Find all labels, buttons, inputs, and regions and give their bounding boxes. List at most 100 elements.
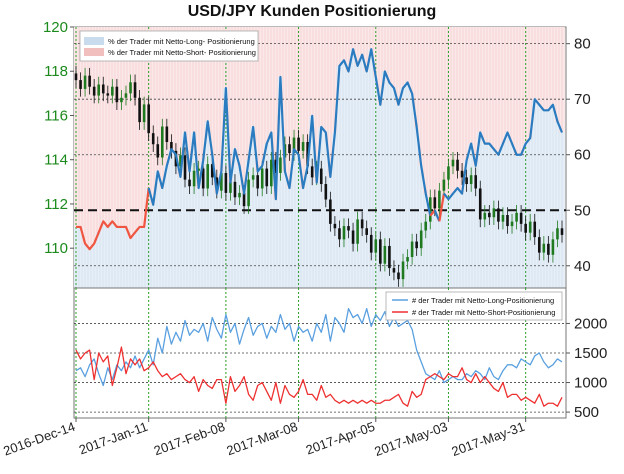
candle-body (478, 188, 482, 220)
candle-body (292, 137, 296, 154)
short-area-segment (395, 27, 402, 105)
candle-body (83, 75, 87, 89)
long-area-segment (164, 165, 170, 288)
short-area-segment (400, 27, 406, 89)
short-area-segment (418, 27, 424, 166)
x-axis-tick-label: 2017-May-31 (450, 419, 527, 459)
short-area-segment (504, 27, 511, 133)
short-area-segment (100, 27, 107, 222)
candle-body (519, 212, 523, 224)
short-area-segment (468, 27, 474, 144)
candle-body (401, 261, 405, 280)
short-area-segment (254, 27, 261, 172)
legend-swatch-short (84, 48, 104, 56)
short-area-segment (159, 27, 166, 189)
short-area-segment (245, 27, 252, 161)
short-area-segment (441, 27, 447, 194)
candle-body (265, 168, 269, 187)
left-axis-tick-label: 118 (44, 63, 68, 80)
candle-body (451, 159, 455, 167)
right-axis-tick-label: 60 (574, 147, 591, 164)
short-area-segment (95, 27, 102, 233)
long-area-segment (441, 193, 447, 288)
short-area-segment (236, 27, 243, 166)
candle-body (79, 80, 82, 89)
long-area-segment (195, 188, 202, 288)
short-area-segment (491, 27, 497, 150)
short-area-segment (454, 27, 461, 189)
legend-label-short: % der Trader mit Netto-Short- Positionie… (108, 48, 256, 57)
long-area-segment (95, 232, 102, 288)
short-area-segment (377, 27, 384, 105)
candle-body (74, 73, 78, 81)
long-area-segment (372, 76, 379, 288)
candle-body (410, 241, 414, 258)
short-area-segment (332, 27, 338, 133)
candle-body (274, 159, 278, 173)
candle-body (537, 237, 541, 253)
long-area-segment (173, 154, 179, 288)
candle-body (220, 172, 223, 191)
short-area-segment (368, 27, 375, 50)
left-axis-tick-label: 116 (44, 107, 68, 124)
long-area-segment (436, 221, 443, 288)
right-axis-tick-label: 70 (574, 91, 591, 108)
short-area-segment (363, 27, 370, 72)
short-area-segment (559, 27, 565, 133)
short-area-segment (77, 27, 84, 227)
candle-body (415, 241, 418, 249)
short-area-segment (427, 27, 434, 216)
short-area-segment (118, 27, 125, 227)
right-axis-tick-label: 80 (574, 36, 591, 53)
short-area-segment (391, 27, 397, 89)
long-area-segment (132, 232, 138, 288)
long-area-segment (313, 182, 320, 288)
candle-body (365, 228, 368, 235)
long-area-segment (159, 188, 166, 288)
short-area-segment (209, 27, 216, 155)
candle-body (256, 175, 259, 189)
long-area-segment (550, 104, 556, 288)
candle-body (329, 199, 332, 224)
short-area-segment (86, 27, 93, 250)
short-area-segment (150, 27, 157, 205)
long-area-segment (536, 104, 543, 288)
candle-body (260, 168, 264, 189)
short-area-segment (472, 27, 479, 166)
long-area-segment (559, 132, 565, 288)
candle-body (151, 133, 155, 145)
long-area-segment (368, 49, 375, 288)
short-area-segment (550, 27, 556, 105)
long-area-segment (218, 171, 225, 288)
candle-body (542, 243, 546, 253)
long-area-segment (318, 126, 325, 288)
candle-body (115, 86, 119, 103)
short-area-segment (509, 27, 515, 144)
candle-body (201, 168, 205, 189)
x-axis-tick-label: 2017-Apr-05 (304, 419, 377, 458)
short-area-segment (527, 27, 534, 139)
short-area-segment (354, 27, 361, 66)
candle-body (533, 221, 537, 238)
long-area-segment (409, 93, 415, 288)
candle-body (383, 245, 387, 264)
short-area-segment (518, 27, 524, 155)
left-axis-tick-label: 110 (44, 240, 68, 257)
candle-body (342, 226, 346, 240)
candle-body (560, 228, 564, 235)
candle-body (510, 221, 514, 227)
long-area-segment (123, 226, 129, 288)
short-percent-line (76, 187, 150, 251)
long-percent-line (443, 98, 564, 201)
short-area-segment (481, 27, 488, 144)
short-area-segment (295, 27, 302, 155)
candle-body (133, 82, 137, 98)
long-area-segment (250, 126, 256, 288)
long-area-segment (254, 171, 261, 288)
short-area-segment (541, 27, 547, 111)
candle-body (183, 155, 187, 180)
candle-body (433, 197, 437, 209)
long-area-segment (363, 71, 370, 288)
long-area-segment (450, 193, 456, 288)
short-area-segment (336, 27, 343, 66)
